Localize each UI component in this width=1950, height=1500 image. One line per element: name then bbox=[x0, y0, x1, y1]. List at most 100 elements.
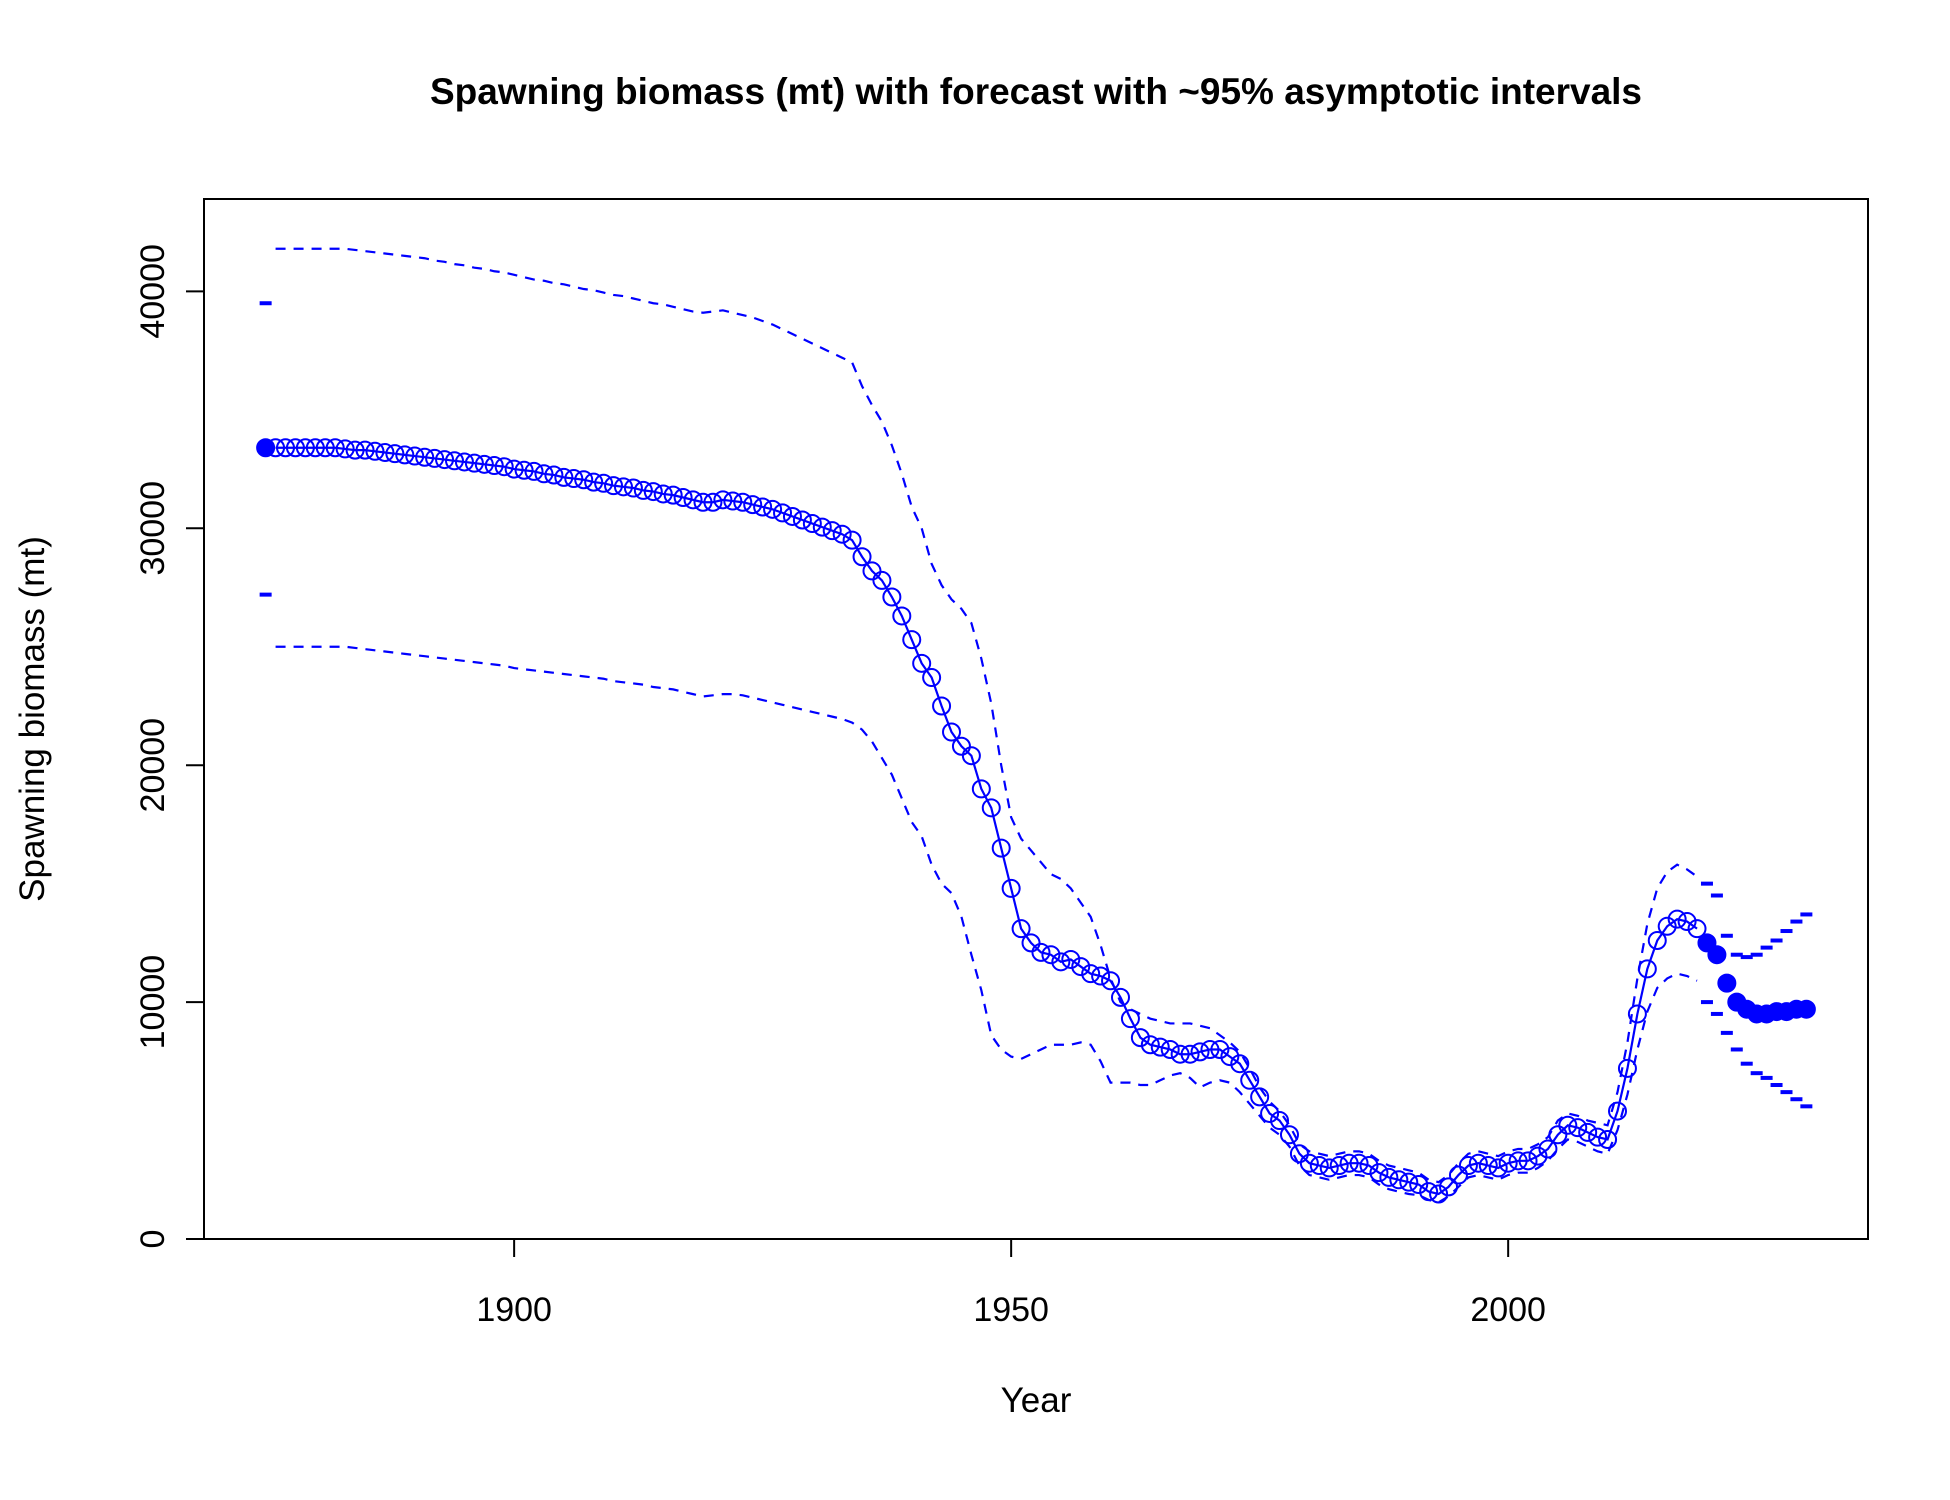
biomass-point bbox=[1458, 1156, 1478, 1176]
biomass-point bbox=[1120, 1009, 1140, 1029]
biomass-point bbox=[1091, 966, 1111, 986]
biomass-point bbox=[1339, 1153, 1359, 1173]
biomass-point bbox=[1677, 912, 1697, 932]
biomass-point bbox=[1439, 1177, 1459, 1197]
biomass-point bbox=[1647, 931, 1667, 951]
biomass-point bbox=[534, 464, 554, 484]
biomass-point bbox=[733, 492, 753, 512]
biomass-point bbox=[385, 444, 405, 464]
biomass-point bbox=[1637, 959, 1657, 979]
biomass-point bbox=[1071, 957, 1091, 977]
biomass-point bbox=[355, 440, 375, 460]
biomass-point bbox=[673, 487, 693, 507]
biomass-point bbox=[1011, 919, 1031, 939]
biomass-point bbox=[435, 450, 455, 470]
biomass-point bbox=[594, 473, 614, 493]
biomass-point bbox=[1289, 1144, 1309, 1164]
biomass-point bbox=[892, 606, 912, 626]
biomass-point bbox=[1478, 1156, 1498, 1176]
biomass-point bbox=[1160, 1039, 1180, 1059]
biomass-point bbox=[623, 478, 643, 498]
biomass-point bbox=[1468, 1153, 1488, 1173]
biomass-point bbox=[683, 490, 703, 510]
biomass-point bbox=[1627, 1004, 1647, 1024]
biomass-point bbox=[345, 440, 365, 460]
biomass-point bbox=[1488, 1158, 1508, 1178]
forecast-point bbox=[1707, 945, 1727, 965]
biomass-point bbox=[1299, 1153, 1319, 1173]
biomass-point bbox=[524, 461, 544, 481]
biomass-point bbox=[773, 503, 793, 523]
biomass-point bbox=[1230, 1054, 1250, 1074]
biomass-point bbox=[425, 448, 445, 468]
biomass-point bbox=[1051, 952, 1071, 972]
biomass-point bbox=[1518, 1151, 1538, 1171]
biomass-point bbox=[1687, 919, 1707, 939]
biomass-point bbox=[1240, 1070, 1260, 1090]
x-tick-label: 1950 bbox=[973, 1291, 1049, 1329]
biomass-point bbox=[902, 630, 922, 650]
biomass-point bbox=[882, 587, 902, 607]
biomass-point bbox=[1548, 1125, 1568, 1145]
biomass-point bbox=[1170, 1044, 1190, 1064]
biomass-point bbox=[1508, 1151, 1528, 1171]
biomass-point bbox=[544, 465, 564, 485]
biomass-point bbox=[395, 445, 415, 465]
biomass-point bbox=[1279, 1125, 1299, 1145]
biomass-point bbox=[753, 497, 773, 517]
biomass-point bbox=[604, 476, 624, 496]
biomass-point bbox=[1448, 1165, 1468, 1185]
plot-box bbox=[203, 198, 1869, 1240]
biomass-point bbox=[703, 492, 723, 512]
forecast-point bbox=[1717, 973, 1737, 993]
x-axis-label: Year bbox=[1001, 1381, 1072, 1420]
biomass-point bbox=[444, 451, 464, 471]
biomass-point bbox=[474, 454, 494, 474]
biomass-point bbox=[285, 438, 305, 458]
biomass-point bbox=[1399, 1172, 1419, 1192]
biomass-point bbox=[1150, 1037, 1170, 1057]
biomass-point bbox=[305, 438, 325, 458]
biomass-point bbox=[494, 457, 514, 477]
biomass-point bbox=[1061, 949, 1081, 969]
biomass-point bbox=[743, 495, 763, 515]
biomass-point bbox=[981, 798, 1001, 818]
biomass-point bbox=[1657, 916, 1677, 936]
biomass-point bbox=[1081, 964, 1101, 984]
biomass-point bbox=[564, 469, 584, 489]
biomass-point bbox=[1001, 878, 1021, 898]
biomass-point bbox=[454, 452, 474, 472]
biomass-point bbox=[484, 456, 504, 476]
biomass-point bbox=[1329, 1156, 1349, 1176]
biomass-point bbox=[504, 459, 524, 479]
biomass-point bbox=[1041, 945, 1061, 965]
biomass-point bbox=[942, 722, 962, 742]
biomass-point bbox=[276, 438, 296, 458]
biomass-point bbox=[375, 442, 395, 462]
upper-interval bbox=[275, 247, 1698, 1184]
biomass-point bbox=[1110, 987, 1130, 1007]
biomass-point bbox=[405, 446, 425, 466]
biomass-point bbox=[1130, 1028, 1150, 1048]
biomass-point bbox=[1617, 1058, 1637, 1078]
biomass-point bbox=[1568, 1118, 1588, 1138]
biomass-point bbox=[1359, 1156, 1379, 1176]
biomass-point bbox=[932, 696, 952, 716]
biomass-point bbox=[1598, 1130, 1618, 1150]
biomass-point bbox=[1210, 1039, 1230, 1059]
biomass-point bbox=[822, 521, 842, 541]
biomass-point bbox=[922, 668, 942, 688]
y-tick-label: 10000 bbox=[134, 955, 172, 1050]
biomass-point bbox=[812, 517, 832, 537]
biomass-point bbox=[1578, 1122, 1598, 1142]
biomass-point bbox=[1528, 1146, 1548, 1166]
biomass-point bbox=[295, 438, 315, 458]
biomass-point bbox=[1031, 942, 1051, 962]
biomass-point bbox=[1558, 1115, 1578, 1135]
biomass-point bbox=[335, 439, 355, 459]
lower-interval bbox=[275, 645, 1698, 1204]
biomass-point bbox=[763, 499, 783, 519]
